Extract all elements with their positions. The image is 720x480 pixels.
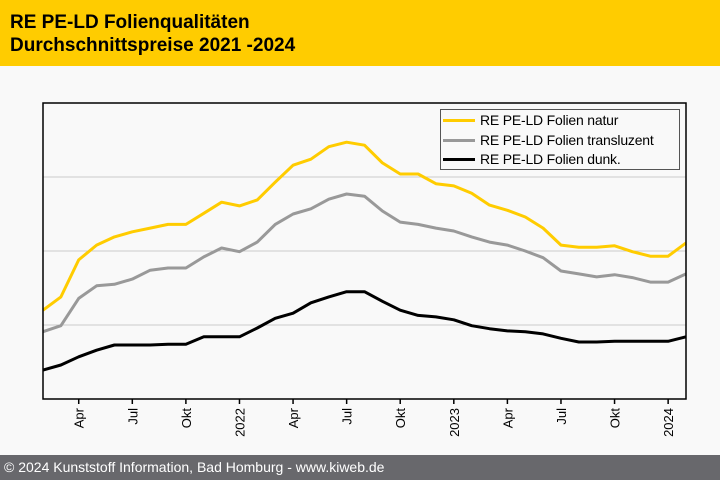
legend-swatch-dunkel — [443, 158, 475, 161]
legend-item-transluzent: RE PE-LD Folien transluzent — [441, 131, 679, 151]
legend-swatch-natur — [443, 119, 475, 122]
x-axis: Apr Jul Okt 2022 Apr Jul Okt 2023 Apr Jul Okt 2024 — [72, 399, 676, 437]
x-tick-label: Jul — [340, 408, 355, 425]
series-line-1 — [42, 192, 687, 334]
line-chart: Apr Jul Okt 2022 Apr Jul Okt 2023 Apr Jul Okt 2024 — [42, 102, 687, 437]
x-tick-label: 2022 — [232, 408, 247, 437]
x-tick-label: 2024 — [661, 408, 676, 437]
chart-title: RE PE-LD Folienqualitäten — [10, 12, 250, 33]
x-tick-label: Apr — [500, 407, 515, 428]
legend-label-natur: RE PE-LD Folien natur — [480, 112, 619, 128]
x-tick-label: Apr — [286, 407, 301, 428]
legend-swatch-transluzent — [443, 139, 475, 142]
legend: RE PE-LD Folien natur RE PE-LD Folien tr… — [440, 109, 680, 170]
x-tick-label: Apr — [72, 407, 87, 428]
x-tick-label: Okt — [608, 408, 623, 429]
series-line-0 — [42, 140, 687, 312]
legend-label-transluzent: RE PE-LD Folien transluzent — [480, 132, 654, 148]
chart-subtitle: Durchschnittspreise 2021 -2024 — [10, 35, 296, 56]
x-tick-label: Jul — [125, 408, 140, 425]
x-tick-label: Okt — [393, 408, 408, 429]
x-tick-label: 2023 — [447, 408, 462, 437]
copyright-text: © 2024 Kunststoff Information, Bad Hombu… — [4, 459, 385, 475]
x-tick-label: Jul — [554, 408, 569, 425]
series-lines — [42, 140, 687, 372]
legend-item-natur: RE PE-LD Folien natur — [441, 111, 679, 131]
footer-bar: © 2024 Kunststoff Information, Bad Hombu… — [0, 455, 720, 480]
plot-frame — [42, 102, 687, 400]
header-banner: RE PE-LD Folienqualitäten Durchschnittsp… — [0, 0, 720, 66]
series-line-2 — [42, 290, 687, 372]
legend-label-dunkel: RE PE-LD Folien dunk. — [480, 151, 621, 167]
gridlines — [43, 176, 686, 326]
x-tick-label: Okt — [179, 408, 194, 429]
legend-item-dunkel: RE PE-LD Folien dunk. — [441, 150, 679, 170]
